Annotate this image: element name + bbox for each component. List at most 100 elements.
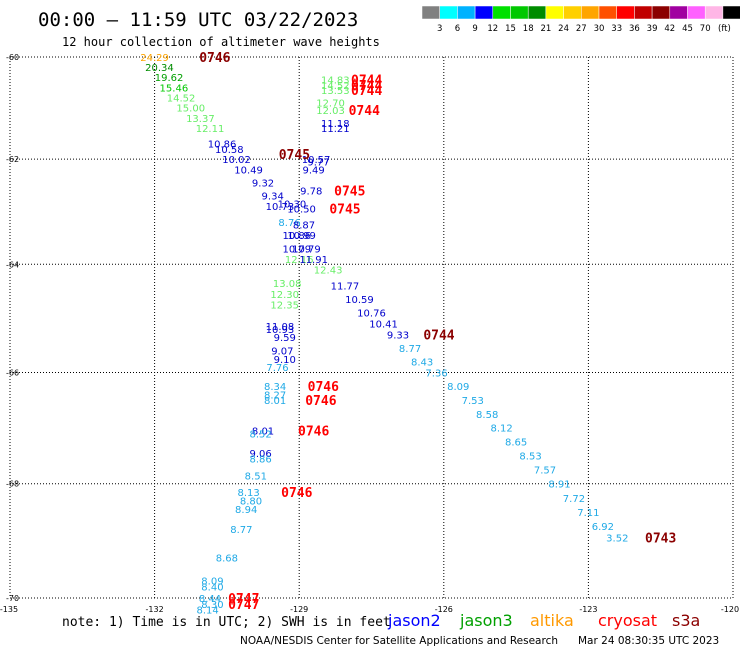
wave-height-label: 6.92 [592, 522, 614, 533]
footer-timestamp: Mar 24 08:30:35 UTC 2023 [578, 635, 719, 647]
time-tag-label: 0744 [351, 74, 382, 89]
plot-frame [9, 56, 734, 599]
time-tag-label: 0746 [199, 51, 230, 66]
wave-height-label: 8.94 [235, 505, 257, 516]
wave-height-label: 8.13 [237, 488, 259, 499]
wave-height-label: 12.16 [285, 255, 314, 266]
satellite-name: cryosat [598, 611, 657, 630]
wave-height-label: 7.76 [266, 363, 288, 374]
legend-swatch [474, 5, 494, 20]
legend-swatch [545, 5, 564, 20]
wave-height-label: 8.77 [230, 525, 252, 536]
legend-swatch [457, 5, 476, 20]
time-tag-label: 0746 [305, 394, 336, 409]
wave-height-label: 10.86 [282, 231, 311, 242]
page-title: 00:00 – 11:59 UTC 03/22/2023 [38, 9, 358, 31]
page-subtitle: 12 hour collection of altimeter wave hei… [62, 35, 380, 49]
wave-height-label: 8.76 [278, 218, 300, 229]
legend-swatch [439, 5, 458, 20]
legend-swatch [687, 5, 706, 20]
lon-tick-label: -135 [0, 605, 18, 614]
lon-tick-label: -126 [435, 605, 453, 614]
wave-height-label: 8.68 [216, 554, 238, 565]
wave-height-label: 9.32 [252, 179, 274, 190]
legend-swatch [598, 5, 617, 20]
wave-height-label: 13.37 [186, 114, 215, 125]
wave-height-label: 14.52 [321, 81, 350, 92]
legend-swatch [421, 5, 440, 20]
wave-height-label: 12.11 [196, 124, 225, 135]
wave-height-label: 10.50 [287, 205, 316, 216]
lat-tick-label: -70 [6, 594, 19, 603]
legend-label: 6 [455, 24, 460, 34]
lat-tick-label: -62 [6, 155, 19, 164]
wave-height-points: 24.2920.3419.6215.4614.5215.0013.3712.11… [140, 53, 628, 617]
legend-label: 45 [682, 24, 693, 34]
wave-height-label: 14.83 [321, 76, 350, 87]
legend-label: 3 [437, 24, 442, 34]
wave-height-label: 8.43 [411, 358, 433, 369]
wave-height-label: 11.21 [321, 124, 350, 135]
wave-height-label: 8.53 [519, 452, 541, 463]
time-tag-label: 0746 [298, 425, 329, 440]
time-tags: 0746074507440744074407440745074507440746… [199, 51, 676, 613]
legend-swatch [722, 5, 740, 20]
lon-tick-label: -120 [721, 605, 739, 614]
wave-height-label: 8.34 [264, 382, 286, 393]
wave-height-label: 8.09 [447, 382, 469, 393]
legend-label: 27 [576, 24, 587, 34]
wave-height-label: 8.40 [201, 582, 223, 593]
wave-height-label: 8.80 [240, 497, 262, 508]
wave-height-label: 8.12 [491, 424, 513, 435]
wave-height-label: 10.99 [287, 231, 316, 242]
legend-swatch [492, 5, 511, 20]
wave-height-label: 7.72 [563, 494, 585, 505]
wave-height-label: 8.52 [250, 429, 272, 440]
legend-label: 9 [472, 24, 477, 34]
legend-swatch [634, 5, 653, 20]
time-tag-label: 0744 [351, 84, 382, 99]
wave-height-label: 10.73 [266, 202, 295, 213]
wave-height-label: 8.86 [250, 454, 272, 465]
lat-tick-label: -68 [6, 480, 19, 489]
wave-height-label: 12.03 [316, 106, 345, 117]
satellite-name: jason2 [387, 611, 441, 630]
legend-label: 70 [700, 24, 711, 34]
wave-height-label: 13.08 [273, 279, 302, 290]
legend-swatch [563, 5, 582, 20]
wave-height-label: 11.91 [299, 255, 328, 266]
time-tag-label: 0744 [423, 328, 454, 343]
legend-swatch [616, 5, 635, 20]
wave-height-label: 9.59 [274, 333, 296, 344]
wave-height-label: 8.87 [293, 221, 315, 232]
legend-label: 33 [611, 24, 622, 34]
legend-label: 24 [558, 24, 569, 34]
wave-height-label: 12.70 [316, 99, 345, 110]
wave-height-label: 8.30 [201, 600, 223, 611]
wave-height-label: 7.11 [577, 508, 599, 519]
legend-swatch [669, 5, 688, 20]
wave-height-label: 8.09 [201, 577, 223, 588]
axis-ticks: -60 -62 -64 -66 -68 -70 -135 -132 -129 -126 -123 -1… [0, 53, 739, 614]
legend-label: 36 [629, 24, 640, 34]
wave-height-label: 8.65 [505, 438, 527, 449]
time-tag-label: 0745 [279, 148, 310, 163]
satellite-name: jason3 [459, 611, 513, 630]
time-tag-label: 0745 [334, 184, 365, 199]
wave-height-label: 7.57 [534, 466, 556, 477]
wave-height-label: 9.49 [303, 166, 325, 177]
wave-height-label: 8.77 [399, 344, 421, 355]
wave-height-label: 15.00 [176, 104, 205, 115]
time-tag-label: 0743 [645, 532, 676, 547]
wave-height-label: 9.33 [387, 330, 409, 341]
wave-height-label: 10.93 [266, 325, 295, 336]
wave-height-label: 10.86 [208, 140, 237, 151]
legend-label: 39 [647, 24, 658, 34]
wave-height-label: 14.52 [167, 93, 196, 104]
wave-height-label: 10.57 [302, 155, 331, 166]
lon-tick-label: -132 [146, 605, 164, 614]
legend-label: 30 [594, 24, 605, 34]
wave-height-label: 11.08 [266, 322, 295, 333]
wave-height-label: 11.18 [321, 119, 350, 130]
